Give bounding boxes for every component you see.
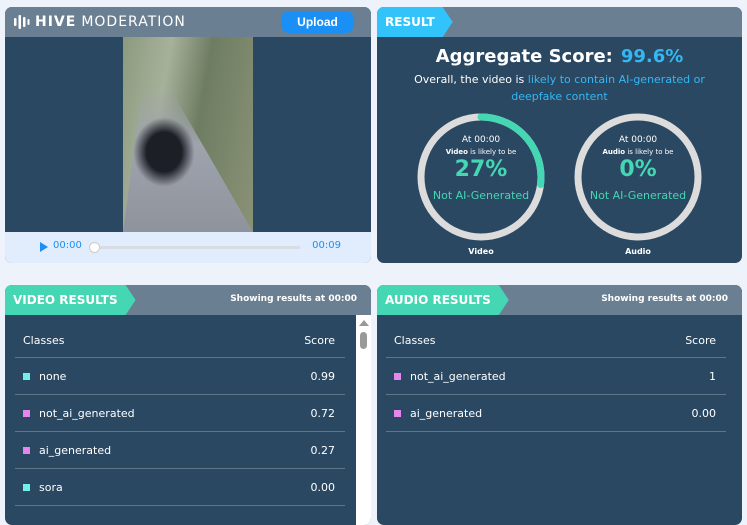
class-color-swatch <box>23 446 30 454</box>
class-score: 0.27 <box>310 443 336 457</box>
table-row: sora 0.00 <box>15 469 345 506</box>
ring-likely: is likely to be <box>467 148 517 156</box>
ring-time: At 00:00 <box>461 135 501 145</box>
col-score: Score <box>685 333 716 347</box>
class-color-swatch <box>23 409 30 417</box>
result-panel: RESULT Aggregate Score: 99.6% Overall, th… <box>377 7 742 263</box>
audio-results-tab: AUDIO RESULTS <box>377 285 509 315</box>
scroll-thumb[interactable] <box>360 332 367 349</box>
table-row: ai_generated 0.27 <box>15 432 345 469</box>
table-header: Classes Score <box>386 315 726 358</box>
table-header: Classes Score <box>15 315 345 358</box>
video-player-panel: HIVE MODERATION Upload 00:00 00:09 <box>5 7 371 263</box>
scrollbar[interactable] <box>356 315 371 525</box>
play-icon[interactable] <box>40 242 48 252</box>
video-score-ring: At 00:00 Video is likely to be 27% Not A… <box>417 113 545 241</box>
ring-verdict: Not AI-Generated <box>432 189 530 202</box>
class-name: none <box>39 369 67 383</box>
video-frame[interactable] <box>123 37 253 232</box>
col-classes: Classes <box>394 333 436 347</box>
table-row: ai_generated 0.00 <box>386 395 726 432</box>
ring-verdict: Not AI-Generated <box>589 189 687 202</box>
ring-percent: 27% <box>454 157 508 182</box>
video-results-tab: VIDEO RESULTS <box>5 285 136 315</box>
class-score: 0.99 <box>310 369 336 383</box>
overall-prefix: Overall, the video is <box>414 73 528 86</box>
scroll-up-icon[interactable] <box>359 320 369 326</box>
aggregate-value: 99.6% <box>620 46 684 67</box>
video-results-table: Classes Score none 0.99 not_ai_generated 0.72… <box>15 315 345 506</box>
showing-results: Showing results at 00:00 <box>230 294 357 304</box>
duration: 00:09 <box>312 240 341 251</box>
upload-button[interactable]: Upload <box>281 11 354 33</box>
current-time: 00:00 <box>53 240 82 251</box>
class-name: ai_generated <box>410 406 483 420</box>
col-score: Score <box>304 333 335 347</box>
hive-logo: HIVE MODERATION <box>14 14 186 30</box>
result-tab: RESULT <box>377 7 453 37</box>
player-header: HIVE MODERATION Upload <box>5 7 371 37</box>
class-color-swatch <box>23 483 30 491</box>
class-score: 0.00 <box>691 406 717 420</box>
class-name: ai_generated <box>39 443 112 457</box>
class-name: sora <box>39 480 63 494</box>
overall-verdict: Overall, the video is likely to contain … <box>387 71 732 105</box>
video-ring-arc <box>417 113 545 241</box>
ring-time: At 00:00 <box>618 135 658 145</box>
aggregate-score: Aggregate Score: 99.6% <box>377 46 742 67</box>
ring-likely: is likely to be <box>625 148 674 156</box>
class-score: 1 <box>709 369 716 383</box>
showing-results: Showing results at 00:00 <box>601 294 728 304</box>
audio-score-ring: At 00:00 Audio is likely to be 0% Not AI… <box>574 113 702 241</box>
table-row: not_ai_generated 0.72 <box>15 395 345 432</box>
seek-slider[interactable] <box>89 242 300 253</box>
table-row: not_ai_generated 1 <box>386 358 726 395</box>
audio-results-panel: AUDIO RESULTS Showing results at 00:00 C… <box>377 285 742 525</box>
col-classes: Classes <box>23 333 65 347</box>
ring-subject: Audio <box>602 148 626 156</box>
aggregate-label: Aggregate Score: <box>435 46 613 67</box>
brand-bold: HIVE <box>35 14 77 30</box>
video-results-panel: VIDEO RESULTS Showing results at 00:00 C… <box>5 285 371 525</box>
class-name: not_ai_generated <box>410 369 506 383</box>
audio-results-table: Classes Score not_ai_generated 1 ai_generate… <box>386 315 726 432</box>
class-score: 0.00 <box>310 480 336 494</box>
ring-percent: 0% <box>619 157 657 182</box>
brand-light: MODERATION <box>81 14 186 30</box>
hive-waveform-icon <box>14 15 30 29</box>
class-name: not_ai_generated <box>39 406 135 420</box>
seek-handle[interactable] <box>89 242 100 253</box>
class-color-swatch <box>23 372 30 380</box>
ring-subject: Video <box>445 148 468 156</box>
audio-ring-label: Audio <box>625 247 651 256</box>
video-controls: 00:00 00:09 <box>5 232 371 263</box>
class-color-swatch <box>394 409 401 417</box>
overall-highlight: likely to contain AI-generated or deepfa… <box>511 73 705 103</box>
table-row: none 0.99 <box>15 358 345 395</box>
class-score: 0.72 <box>310 406 336 420</box>
video-ring-label: Video <box>468 247 494 256</box>
class-color-swatch <box>394 372 401 380</box>
